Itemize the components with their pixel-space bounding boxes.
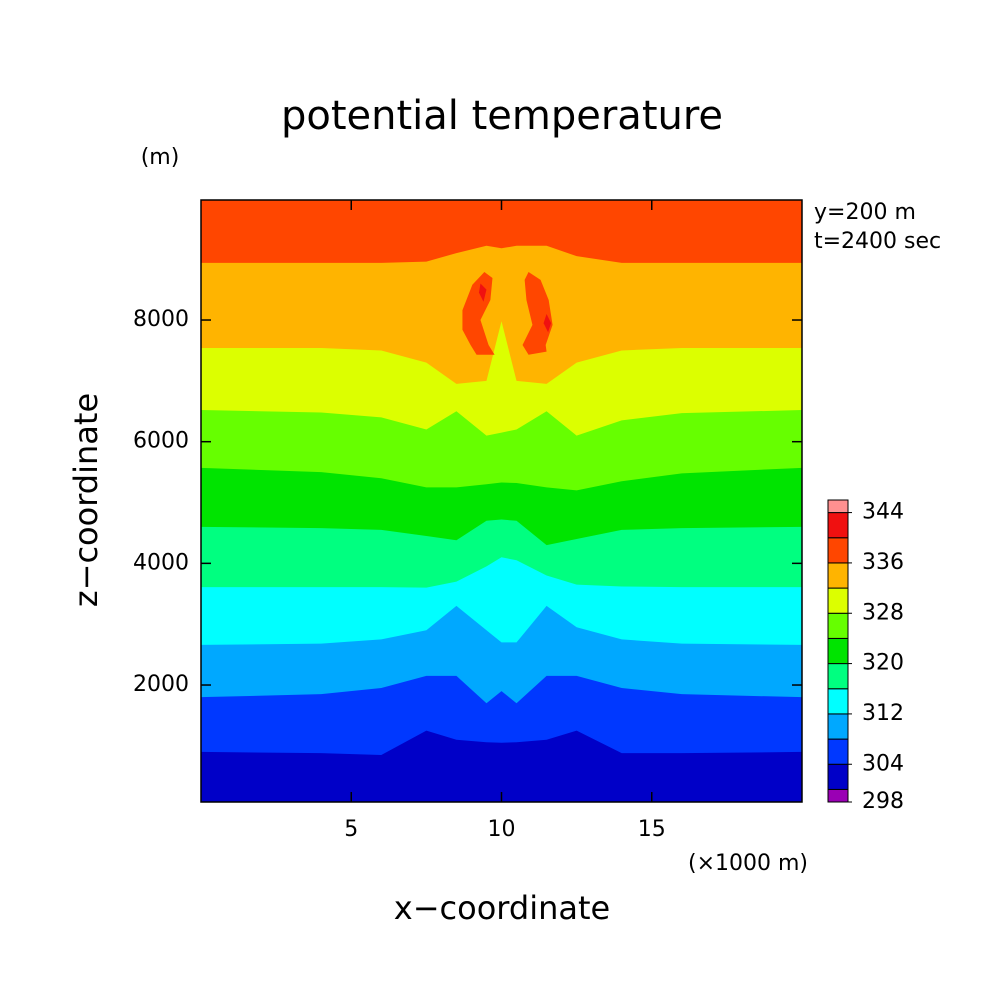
colorbar-box bbox=[827, 763, 849, 790]
colorbar-box bbox=[827, 587, 849, 614]
x-tick-label: 5 bbox=[344, 817, 358, 842]
annotation: t=2400 sec bbox=[814, 229, 941, 254]
colorbar-box bbox=[827, 637, 849, 665]
colorbar-tick-label: 320 bbox=[862, 651, 904, 676]
y-unit: (m) bbox=[141, 145, 180, 170]
colorbar-tick-label: 298 bbox=[862, 789, 904, 814]
chart-title: potential temperature bbox=[281, 93, 723, 139]
y-tick-label: 4000 bbox=[133, 550, 189, 575]
colorbar-box bbox=[827, 713, 849, 740]
y-tick-label: 8000 bbox=[133, 307, 189, 332]
colorbar-box bbox=[827, 688, 849, 715]
contour-cell bbox=[543, 313, 552, 333]
colorbar-box bbox=[827, 663, 849, 690]
colorbar-box bbox=[827, 499, 849, 514]
contour-field bbox=[201, 200, 802, 802]
colorbar-box bbox=[827, 738, 849, 765]
colorbar-tick-label: 312 bbox=[862, 701, 904, 726]
contour-band bbox=[201, 200, 802, 263]
colorbar-box bbox=[827, 612, 849, 639]
y-tick-label: 2000 bbox=[133, 672, 189, 697]
y-axis-label: z−coordinate bbox=[67, 393, 105, 607]
colorbar-tick-label: 344 bbox=[862, 500, 904, 525]
x-axis-label: x−coordinate bbox=[394, 889, 610, 927]
colorbar-tick-label: 328 bbox=[862, 600, 904, 625]
x-tick-label: 10 bbox=[488, 817, 516, 842]
colorbar-box bbox=[827, 562, 849, 589]
contour-cell bbox=[462, 271, 495, 355]
colorbar-box bbox=[827, 512, 849, 539]
colorbar-box bbox=[827, 537, 849, 564]
colorbar-tick-label: 304 bbox=[862, 751, 904, 776]
x-unit: (×1000 m) bbox=[688, 851, 808, 876]
contour-cell bbox=[478, 283, 487, 302]
x-tick-label: 15 bbox=[638, 817, 666, 842]
colorbar-tick-label: 336 bbox=[862, 550, 904, 575]
colorbar-box bbox=[827, 788, 849, 803]
contour-cell bbox=[522, 271, 553, 355]
annotation: y=200 m bbox=[814, 200, 916, 225]
y-tick-label: 6000 bbox=[133, 429, 189, 454]
